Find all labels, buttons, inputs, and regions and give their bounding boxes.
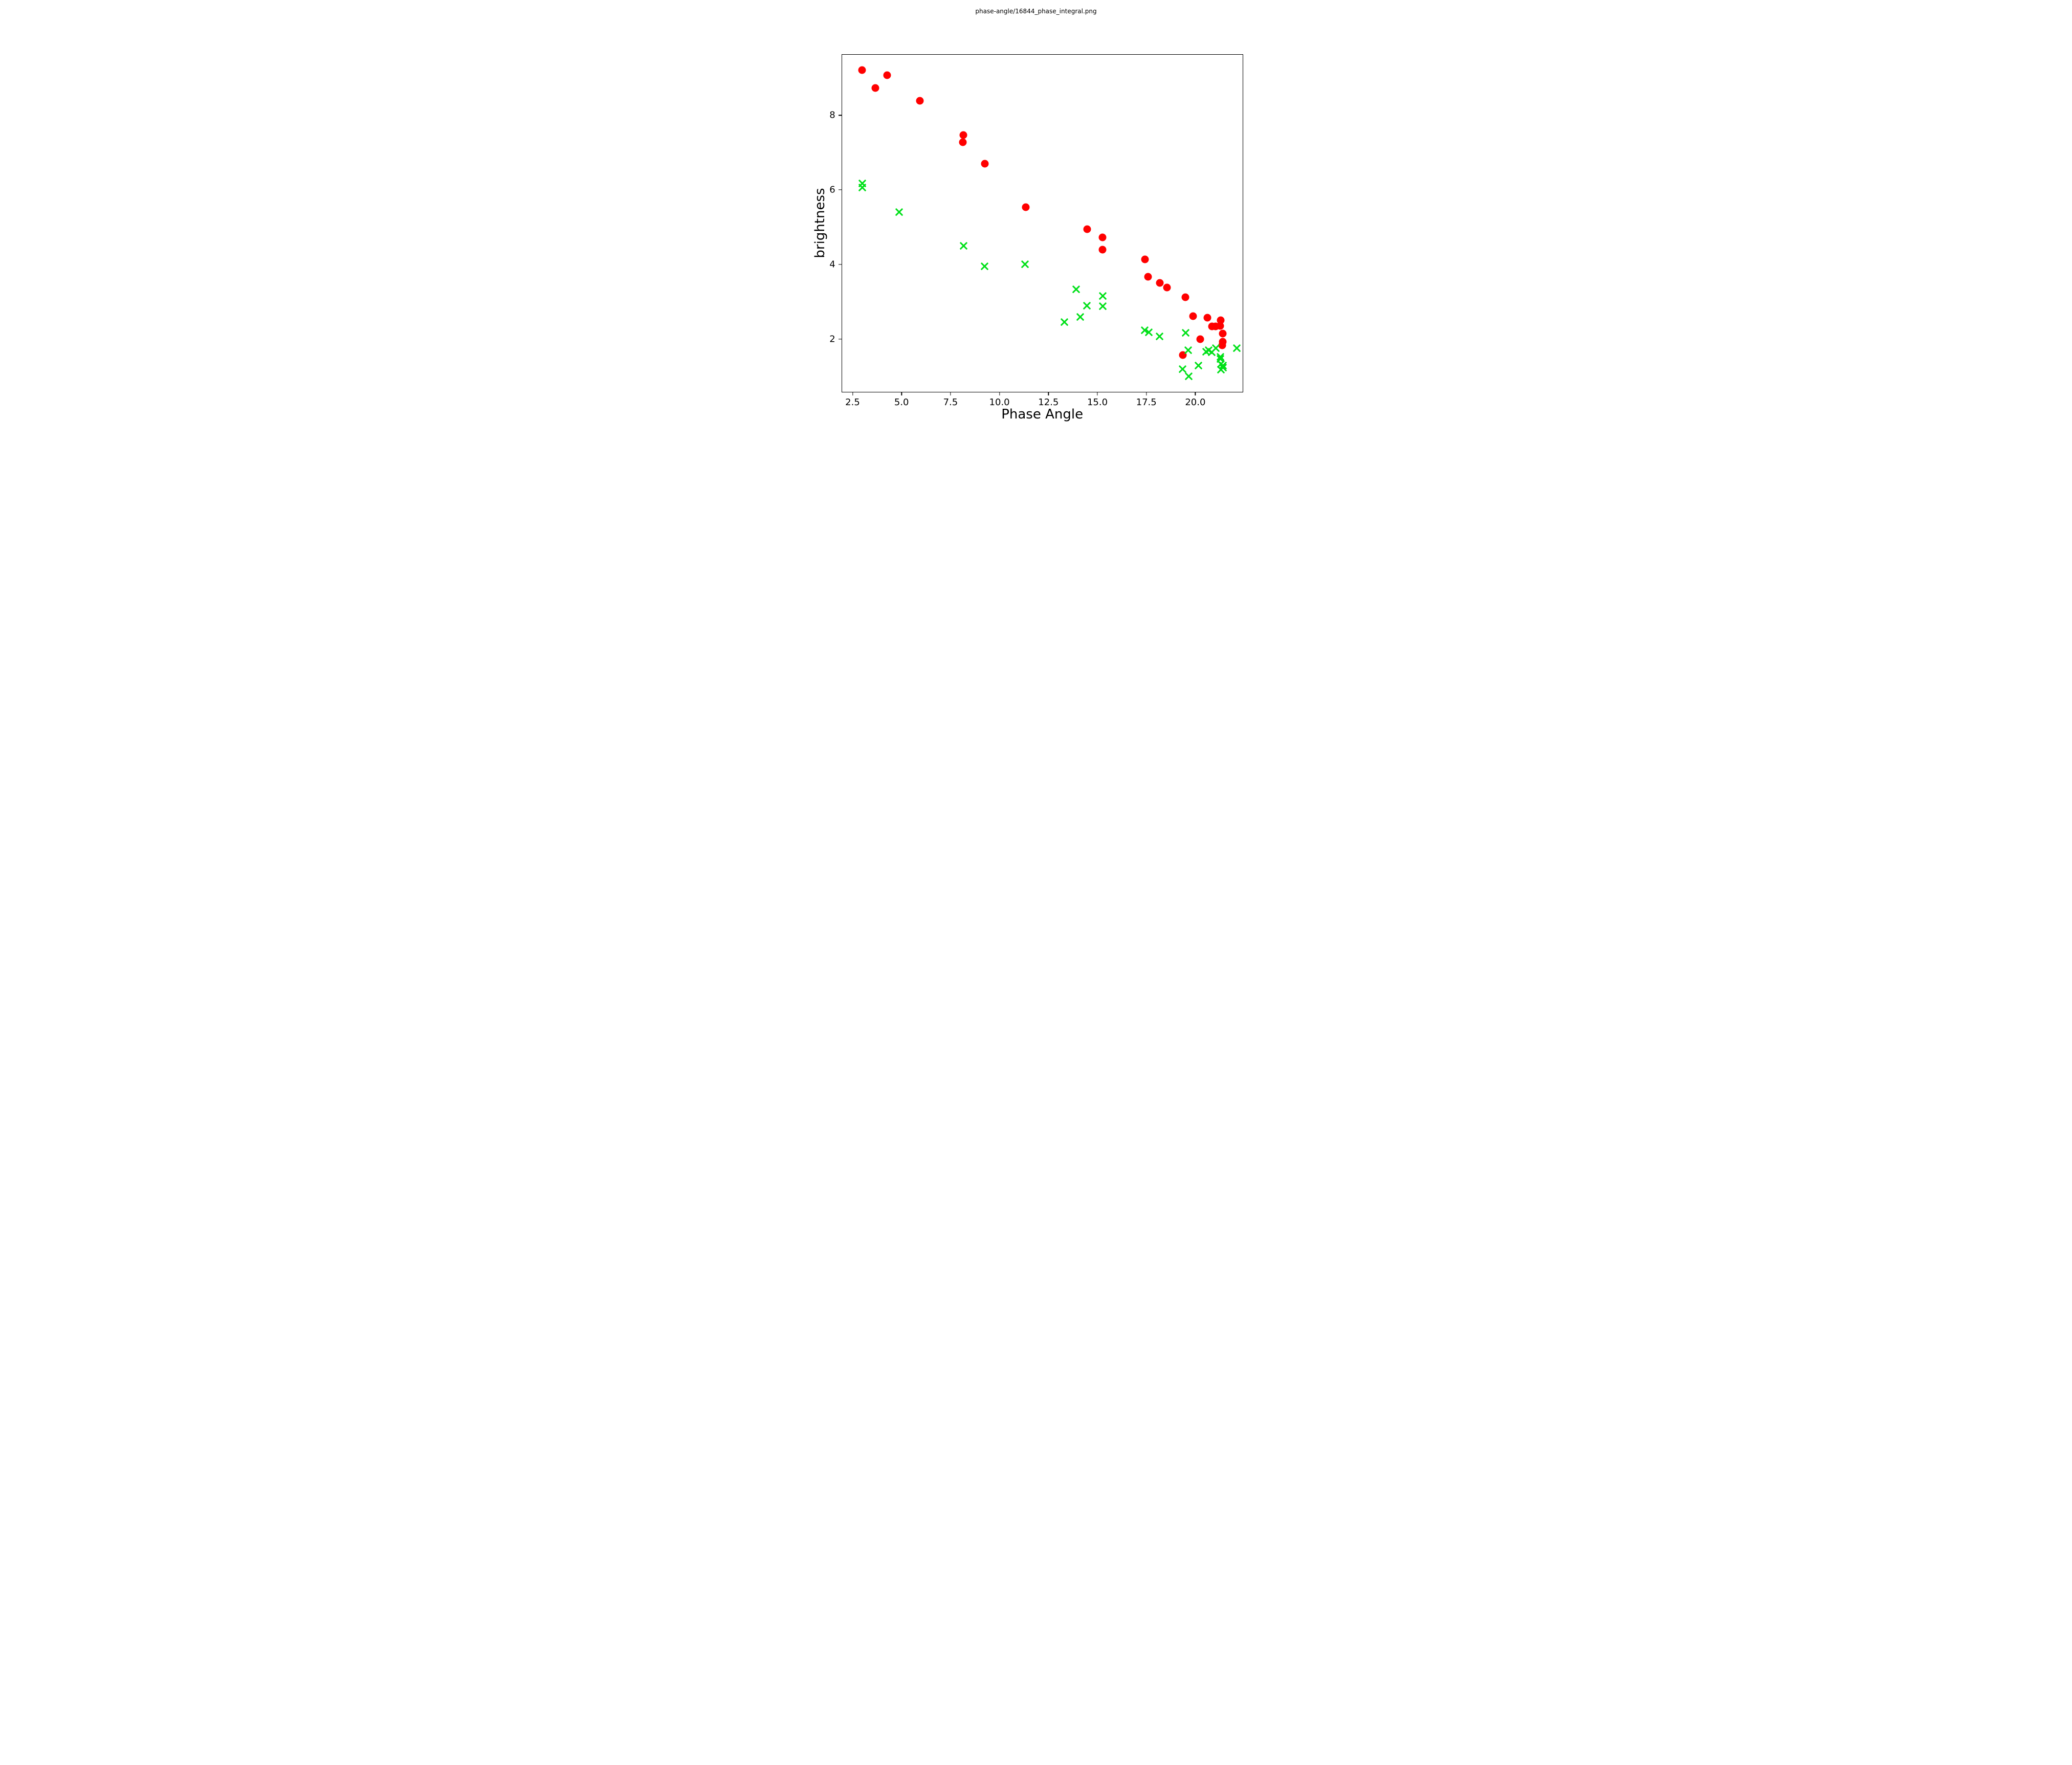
y-tick-label: 2 xyxy=(829,334,835,345)
x-tick-mark xyxy=(950,392,951,395)
y-tick-mark xyxy=(838,189,842,190)
red-circles-point xyxy=(883,71,891,79)
x-tick-mark xyxy=(1146,392,1147,395)
red-circles-point xyxy=(959,138,967,146)
x-axis-ticks: 2.5 5.0 7.5 10.0 12.5 15.0 17.5 20.0 xyxy=(842,392,1243,418)
matplotlib-figure: phase-angle/16844_phase_integral.png 2.5… xyxy=(777,0,1295,441)
y-tick-label: 6 xyxy=(829,184,835,195)
red-circles-point xyxy=(1203,314,1211,322)
red-circles-point xyxy=(1196,335,1204,343)
red-circles-point xyxy=(1163,283,1171,292)
red-circles-point xyxy=(1144,273,1152,281)
red-circles-point xyxy=(1218,341,1226,349)
red-circles-point xyxy=(1219,329,1227,338)
x-tick-mark xyxy=(901,392,902,395)
plot-area xyxy=(841,54,1243,392)
y-axis-ticks: 2 4 6 8 xyxy=(777,54,842,392)
x-axis-label: Phase Angle xyxy=(1001,407,1084,423)
red-circles-point xyxy=(1189,312,1197,320)
y-tick-label: 8 xyxy=(829,109,835,121)
x-tick-label: 10.0 xyxy=(989,396,1010,408)
x-tick-label: 17.5 xyxy=(1136,396,1157,408)
red-circles-point xyxy=(1181,293,1189,301)
x-tick-label: 5.0 xyxy=(894,396,909,408)
x-tick-mark xyxy=(852,392,853,395)
y-axis-label: brightness xyxy=(812,188,828,258)
x-tick-mark xyxy=(999,392,1000,395)
x-tick-label: 20.0 xyxy=(1185,396,1206,408)
x-tick-label: 2.5 xyxy=(845,396,860,408)
red-circles-point xyxy=(1098,233,1107,241)
y-tick-mark xyxy=(838,115,842,116)
red-circles-point xyxy=(1022,203,1030,211)
x-tick-label: 15.0 xyxy=(1087,396,1108,408)
x-tick-mark xyxy=(1048,392,1049,395)
red-circles-point xyxy=(959,131,967,139)
red-circles-point xyxy=(981,160,989,168)
x-tick-label: 12.5 xyxy=(1038,396,1059,408)
red-circles-point xyxy=(1083,225,1091,233)
red-circles-point xyxy=(1216,322,1224,330)
red-circles-point xyxy=(1098,246,1107,254)
x-tick-label: 7.5 xyxy=(943,396,958,408)
y-tick-label: 4 xyxy=(829,259,835,270)
red-circles-point xyxy=(858,66,866,74)
red-circles-point xyxy=(916,97,924,105)
x-tick-mark xyxy=(1195,392,1196,395)
red-circles-point xyxy=(1156,279,1164,287)
figure-title: phase-angle/16844_phase_integral.png xyxy=(975,8,1097,15)
red-circles-point xyxy=(871,84,879,92)
red-circles-point xyxy=(1141,255,1149,263)
